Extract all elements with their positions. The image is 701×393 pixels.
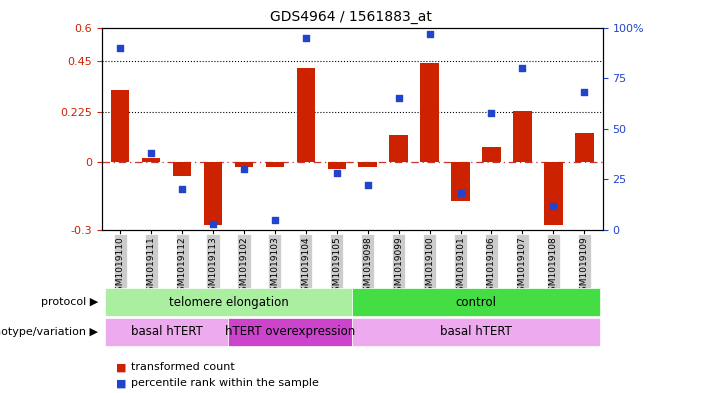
Text: ■: ■ <box>116 362 126 373</box>
Text: hTERT overexpression: hTERT overexpression <box>225 325 355 338</box>
Text: transformed count: transformed count <box>131 362 235 373</box>
Bar <box>266 162 284 167</box>
Bar <box>482 147 501 162</box>
Point <box>362 182 374 189</box>
Bar <box>142 158 161 162</box>
Bar <box>111 90 130 162</box>
Text: genotype/variation ▶: genotype/variation ▶ <box>0 327 98 337</box>
Point <box>146 150 157 156</box>
Bar <box>421 64 439 162</box>
Point <box>579 89 590 95</box>
Point <box>300 35 311 41</box>
Bar <box>575 133 594 162</box>
Point <box>238 166 250 172</box>
Bar <box>451 162 470 201</box>
Text: percentile rank within the sample: percentile rank within the sample <box>131 378 319 388</box>
Text: control: control <box>456 296 496 309</box>
Point <box>547 202 559 209</box>
Bar <box>297 68 315 162</box>
Bar <box>173 162 191 176</box>
Bar <box>235 162 253 167</box>
Point <box>177 186 188 193</box>
Point <box>269 217 280 223</box>
Bar <box>204 162 222 226</box>
Bar <box>327 162 346 169</box>
Bar <box>513 111 531 162</box>
Point <box>207 221 219 227</box>
Text: GDS4964 / 1561883_at: GDS4964 / 1561883_at <box>270 10 431 24</box>
Bar <box>544 162 563 226</box>
Text: ■: ■ <box>116 378 126 388</box>
Bar <box>389 136 408 162</box>
Point <box>114 44 125 51</box>
Text: telomere elongation: telomere elongation <box>169 296 288 309</box>
Text: basal hTERT: basal hTERT <box>130 325 203 338</box>
Point <box>455 190 466 196</box>
Point <box>517 65 528 71</box>
Point <box>393 95 404 101</box>
Point <box>331 170 342 176</box>
Text: basal hTERT: basal hTERT <box>440 325 512 338</box>
Text: protocol ▶: protocol ▶ <box>41 297 98 307</box>
Point <box>486 109 497 116</box>
Point <box>424 30 435 37</box>
Bar <box>358 162 377 167</box>
